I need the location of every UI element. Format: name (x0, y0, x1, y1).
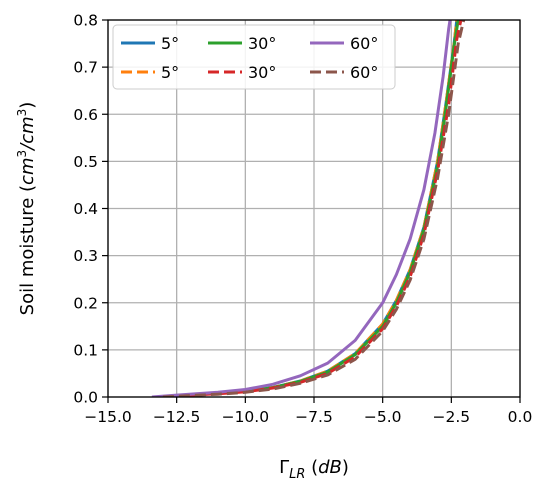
x-tick-label: −10.0 (222, 408, 270, 426)
y-axis-ticks: 0.0 0.1 0.2 0.3 0.4 0.5 0.6 0.7 0.8 (73, 12, 108, 407)
x-tick-label: −12.5 (153, 408, 201, 426)
series-line-5 (162, 20, 466, 397)
x-tick-label: −15.0 (84, 408, 132, 426)
y-tick-label: 0.3 (73, 247, 98, 265)
x-tick-label: −5.0 (364, 408, 402, 426)
y-tick-label: 0.0 (73, 389, 98, 407)
x-tick-label: −2.5 (433, 408, 471, 426)
series-line-4 (151, 20, 452, 397)
legend-label-2: 30° (248, 34, 276, 53)
legend: 5° 5° 30° 30° 60° 60° (112, 24, 396, 90)
y-axis-label: Soil moisture (cm3/cm3) (15, 102, 38, 316)
legend-label-1: 5° (161, 63, 179, 82)
y-tick-label: 0.1 (73, 341, 98, 359)
y-tick-label: 0.2 (73, 294, 98, 312)
x-tick-label: −7.5 (295, 408, 333, 426)
x-axis-label: ΓLR (dB) (279, 457, 349, 482)
legend-label-4: 60° (350, 34, 378, 53)
legend-box (112, 24, 396, 90)
x-axis-ticks: −15.0 −12.5 −10.0 −7.5 −5.0 −2.5 0.0 (84, 397, 532, 426)
y-tick-label: 0.6 (73, 106, 98, 124)
legend-label-5: 60° (350, 63, 378, 82)
legend-label-0: 5° (161, 34, 179, 53)
y-tick-label: 0.4 (73, 200, 98, 218)
series-layer (151, 20, 466, 397)
y-tick-label: 0.5 (73, 153, 98, 171)
x-tick-label: 0.0 (508, 408, 533, 426)
y-tick-label: 0.7 (73, 59, 98, 77)
legend-label-3: 30° (248, 63, 276, 82)
y-tick-label: 0.8 (73, 12, 98, 30)
